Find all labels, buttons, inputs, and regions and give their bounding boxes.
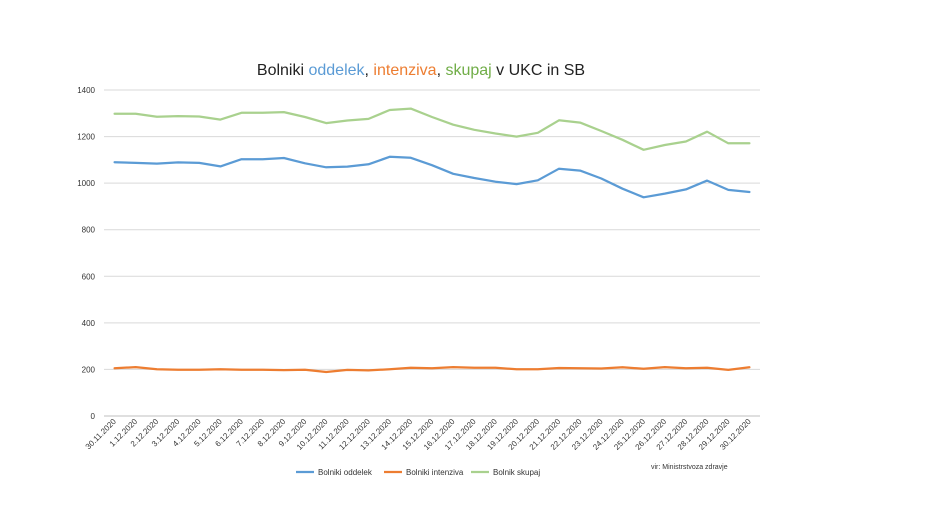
legend-label: Bolnik skupaj	[493, 468, 540, 477]
y-tick-label: 800	[82, 226, 96, 235]
y-tick-label: 600	[82, 272, 96, 281]
y-tick-label: 0	[91, 412, 96, 421]
x-axis: 30.11.20201.12.20202.12.20203.12.20204.1…	[84, 417, 753, 452]
legend-label: Bolniki intenziva	[406, 468, 464, 477]
series-line-2	[113, 107, 751, 151]
y-tick-label: 1400	[77, 86, 95, 95]
legend-item-0: Bolniki oddelek	[296, 468, 373, 477]
title-prefix: Bolniki	[257, 62, 309, 79]
title-intenziva: intenziva	[373, 62, 436, 79]
title-suffix: v UKC in SB	[492, 62, 585, 79]
legend-item-1: Bolniki intenziva	[384, 468, 464, 477]
y-tick-label: 200	[82, 365, 96, 374]
legend-label: Bolniki oddelek	[318, 468, 373, 477]
y-axis: 0 200 400 600 800 1000 1200 1400	[77, 86, 95, 421]
y-tick-label: 1000	[77, 179, 95, 188]
series-line-0	[113, 155, 751, 199]
title-skupaj: skupaj	[445, 62, 491, 79]
title-oddelek: oddelek	[308, 62, 365, 79]
legend-item-2: Bolnik skupaj	[471, 468, 540, 477]
title-sep2: ,	[437, 62, 446, 79]
source-note: vir: Ministrstvoza zdravje	[651, 464, 728, 471]
y-tick-label: 1200	[77, 133, 95, 142]
title-sep1: ,	[365, 62, 374, 79]
series-lines	[113, 107, 751, 374]
y-tick-label: 400	[82, 319, 96, 328]
chart-title: Bolniki oddelek, intenziva, skupaj v UKC…	[257, 62, 585, 79]
legend: Bolniki oddelek Bolniki intenziva Bolnik s…	[296, 468, 540, 477]
